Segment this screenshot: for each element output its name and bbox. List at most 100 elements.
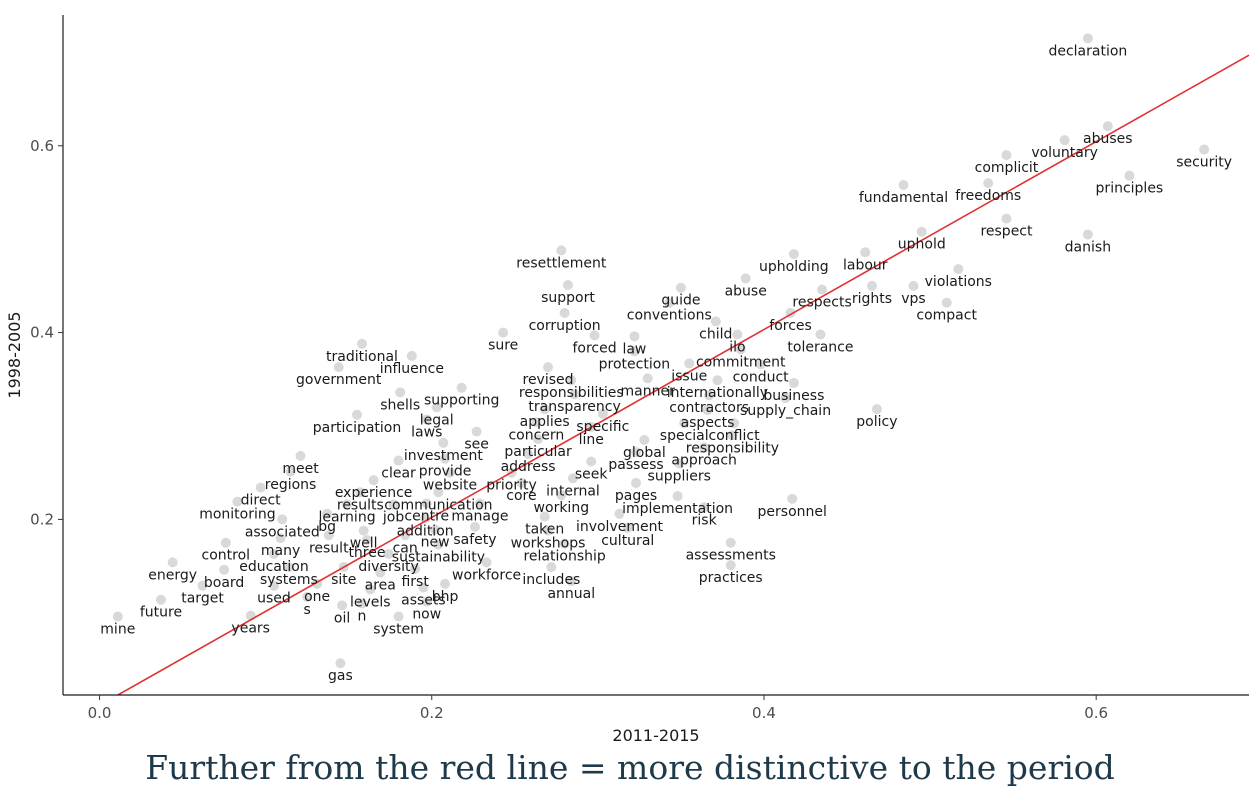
word-label: support (541, 290, 595, 306)
word-label: assessments (686, 548, 776, 564)
data-point (916, 226, 927, 237)
word-label: respects (792, 295, 851, 311)
word-label: n (358, 608, 367, 624)
x-tick-label: 0.0 (88, 704, 112, 722)
data-point (388, 499, 399, 510)
data-point (710, 316, 721, 327)
word-label: diversity (358, 559, 418, 575)
word-label: gas (328, 668, 353, 684)
data-point (543, 525, 554, 536)
data-point (866, 280, 877, 291)
word-label: practices (699, 570, 763, 586)
word-label: line (579, 432, 604, 448)
data-point (755, 359, 766, 370)
word-label: contractors (669, 400, 749, 416)
word-label: investment (404, 448, 484, 464)
data-point (355, 487, 366, 498)
word-label: sure (488, 338, 518, 354)
word-label: respect (980, 224, 1033, 240)
word-label: taken (525, 522, 564, 538)
data-point (675, 282, 686, 293)
data-point (440, 578, 451, 589)
word-label: job (382, 509, 404, 525)
data-point (418, 582, 429, 593)
data-point (817, 284, 828, 295)
word-label: future (140, 605, 182, 621)
word-label: working (534, 500, 590, 516)
word-label: responsibilities (519, 385, 624, 401)
word-label: fundamental (859, 190, 948, 206)
data-point (337, 600, 348, 611)
word-label: voluntary (1031, 145, 1098, 161)
data-point (740, 273, 751, 284)
data-point (941, 297, 952, 308)
data-point (735, 344, 746, 355)
data-point (335, 658, 346, 669)
data-point (614, 508, 625, 519)
data-point (699, 442, 710, 453)
data-point (295, 450, 306, 461)
data-point (523, 449, 534, 460)
data-point (679, 418, 690, 429)
data-point (1124, 170, 1135, 181)
data-point (1059, 135, 1070, 146)
word-label: first (401, 574, 429, 590)
word-label: forces (769, 318, 812, 334)
data-point (255, 482, 266, 493)
word-label: issue (671, 368, 707, 384)
word-label: area (365, 578, 396, 594)
word-label: priority (486, 478, 537, 494)
data-point (352, 409, 363, 420)
word-label: concern (508, 427, 564, 443)
data-point (1001, 213, 1012, 224)
word-label: website (423, 478, 477, 494)
data-point (219, 564, 230, 575)
data-point (232, 496, 243, 507)
word-label: internal (546, 483, 600, 499)
data-point (197, 580, 208, 591)
word-label: clear (381, 466, 416, 482)
word-label: centre (404, 509, 449, 525)
word-label: addition (397, 523, 454, 539)
data-point (566, 576, 577, 587)
word-label: years (231, 621, 270, 637)
data-point (569, 389, 580, 400)
data-point (631, 447, 642, 458)
data-point (358, 525, 369, 536)
data-point (440, 453, 451, 464)
data-point (285, 466, 296, 477)
data-point (421, 414, 432, 425)
data-point (445, 467, 456, 478)
word-label: global (623, 445, 666, 461)
word-label: new (421, 535, 450, 551)
data-point (642, 373, 653, 384)
word-label: pages (615, 488, 657, 504)
word-label: address (501, 459, 556, 475)
word-label: communication (384, 497, 492, 513)
word-label: suppliers (648, 468, 711, 484)
data-point (420, 513, 431, 524)
word-label: manage (451, 509, 508, 525)
data-point (268, 548, 279, 559)
data-point (112, 611, 123, 622)
data-point (539, 404, 550, 415)
word-label: complicit (975, 160, 1039, 176)
x-tick-label: 0.2 (420, 704, 444, 722)
data-point (727, 430, 738, 441)
word-label: applies (520, 414, 570, 430)
word-label: one (304, 589, 330, 605)
word-label: laws (411, 424, 442, 440)
word-label: vps (901, 291, 925, 307)
data-point (1102, 121, 1113, 132)
data-point (788, 378, 799, 389)
word-label: commitment (696, 354, 786, 370)
word-label: risk (692, 512, 718, 528)
word-label: seek (575, 466, 609, 482)
data-point (539, 511, 550, 522)
data-point (566, 375, 577, 386)
data-point (597, 408, 608, 419)
word-label: participation (313, 420, 401, 436)
data-point (395, 387, 406, 398)
word-label: specific (576, 419, 629, 435)
word-label: law (622, 341, 646, 357)
